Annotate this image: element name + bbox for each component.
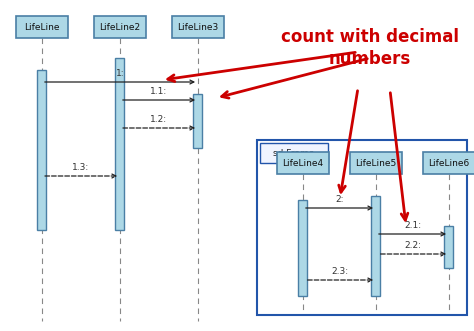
Text: LifeLine3: LifeLine3 <box>177 23 219 31</box>
Bar <box>445 226 454 268</box>
Text: 2.3:: 2.3: <box>331 267 348 276</box>
Bar <box>260 143 328 163</box>
Text: LifeLine2: LifeLine2 <box>100 23 141 31</box>
Text: 1.3:: 1.3: <box>73 163 90 172</box>
Text: LifeLine5: LifeLine5 <box>356 159 397 167</box>
Text: 1.1:: 1.1: <box>150 87 168 96</box>
Bar <box>16 16 68 38</box>
Bar <box>193 94 202 148</box>
Text: sd Frame: sd Frame <box>273 149 315 158</box>
Bar <box>299 200 308 296</box>
Bar <box>423 152 474 174</box>
Bar <box>116 58 125 230</box>
Text: 1.2:: 1.2: <box>150 115 168 124</box>
Bar <box>172 16 224 38</box>
Text: 1:: 1: <box>116 69 124 78</box>
Text: 2.2:: 2.2: <box>404 241 421 250</box>
Text: count with decimal
numbers: count with decimal numbers <box>281 28 459 68</box>
Bar <box>257 140 467 315</box>
Text: LifeLine4: LifeLine4 <box>283 159 324 167</box>
Text: 2:: 2: <box>335 195 344 204</box>
Bar <box>94 16 146 38</box>
Bar <box>372 196 381 296</box>
Bar <box>37 70 46 230</box>
Text: 2.1:: 2.1: <box>404 221 421 230</box>
Text: LifeLine6: LifeLine6 <box>428 159 470 167</box>
Text: LifeLine: LifeLine <box>24 23 60 31</box>
Bar <box>277 152 329 174</box>
Bar <box>350 152 402 174</box>
